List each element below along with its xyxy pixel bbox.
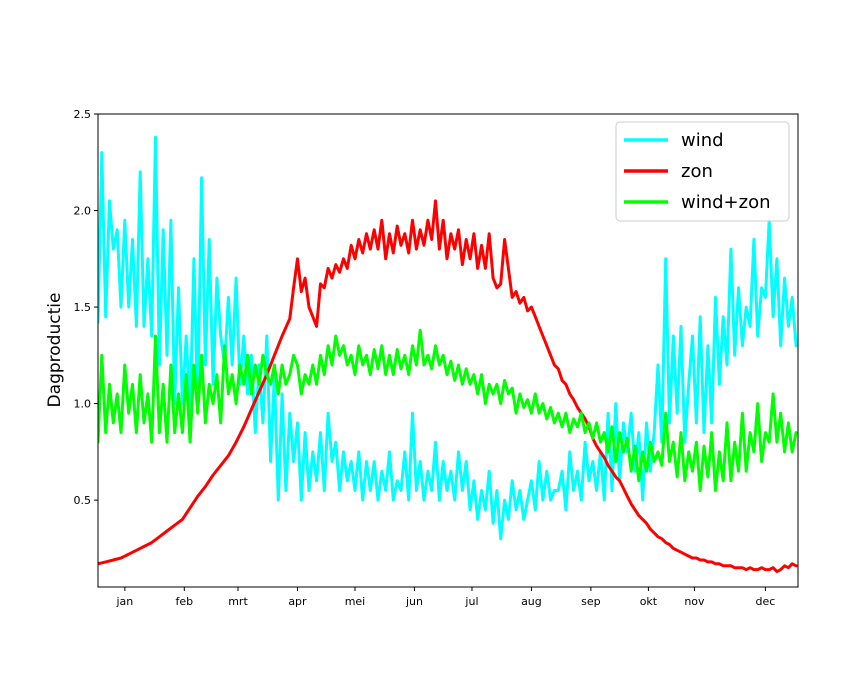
- x-tick-label-jan: jan: [115, 595, 133, 608]
- plot-frame: [97, 113, 799, 588]
- y-tick-label: 2.5: [74, 108, 92, 121]
- x-tick-label-mrt: mrt: [228, 595, 248, 608]
- x-tick-label-feb: feb: [175, 595, 193, 608]
- legend-label-wind-zon: wind+zon: [681, 192, 771, 213]
- y-axis: 0.5 1.0 1.5 2.0 2.5: [74, 108, 98, 507]
- series-layer: [98, 135, 798, 574]
- x-tick-label-jun: jun: [405, 595, 423, 608]
- legend: wind zon wind+zon: [615, 121, 790, 222]
- legend-frame: [615, 121, 790, 222]
- y-tick-label: 1.5: [74, 301, 92, 314]
- legend-label-zon: zon: [681, 161, 713, 182]
- series-line-wind: [98, 135, 798, 541]
- x-tick-label-sep: sep: [581, 595, 600, 608]
- x-tick-label-aug: aug: [521, 595, 542, 608]
- series-line-wind-zon: [98, 328, 798, 492]
- x-axis: jan feb mrt apr mei jun jul aug sep okt nov dec: [115, 587, 775, 608]
- y-axis-title: Dagproductie: [45, 293, 65, 408]
- x-tick-label-apr: apr: [288, 595, 307, 608]
- y-tick-label: 1.0: [74, 398, 92, 411]
- y-tick-label: 2.0: [74, 205, 92, 218]
- x-tick-label-dec: dec: [755, 595, 775, 608]
- x-tick-label-jul: jul: [464, 595, 478, 608]
- y-tick-label: 0.5: [74, 494, 92, 507]
- series-line-zon: [98, 199, 798, 574]
- x-tick-label-nov: nov: [684, 595, 705, 608]
- x-tick-label-okt: okt: [640, 595, 658, 608]
- x-tick-label-mei: mei: [345, 595, 366, 608]
- legend-label-wind: wind: [681, 130, 724, 151]
